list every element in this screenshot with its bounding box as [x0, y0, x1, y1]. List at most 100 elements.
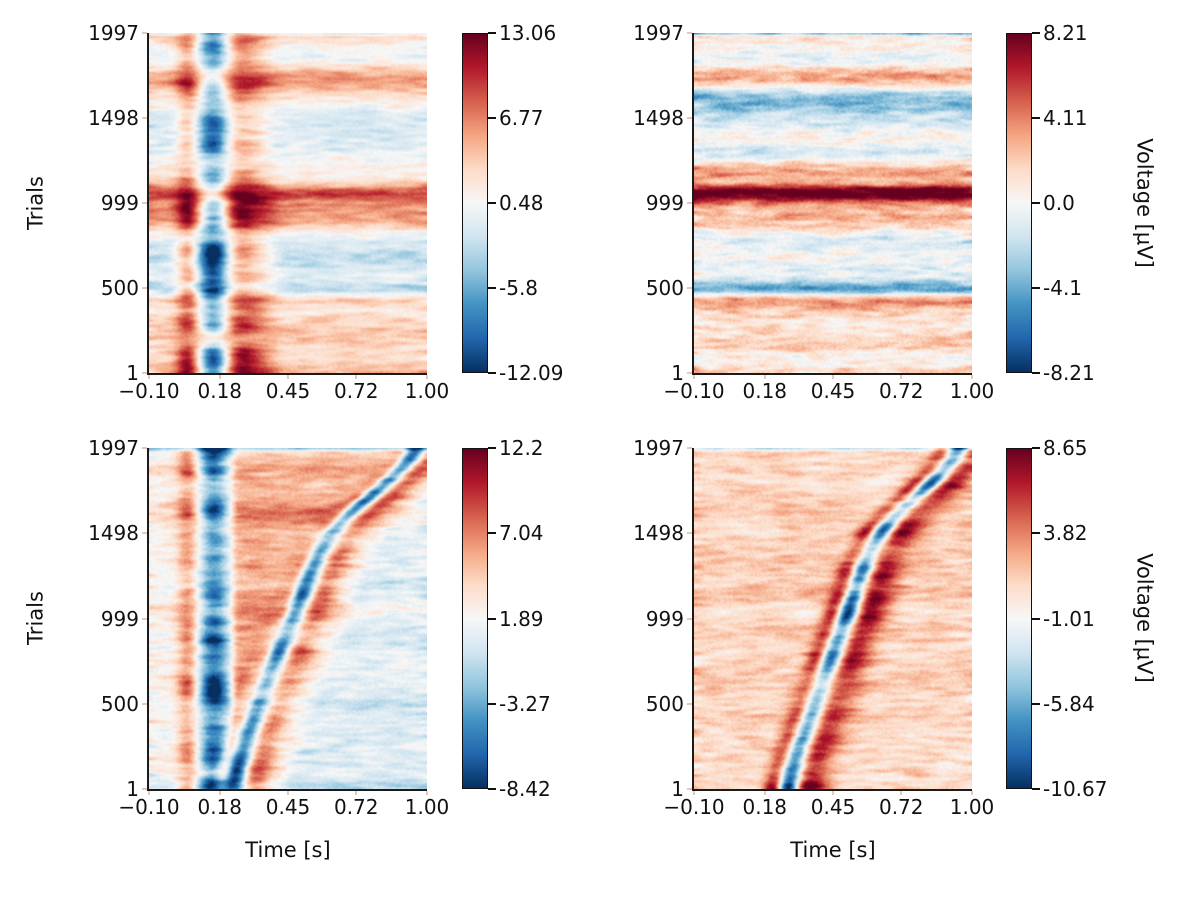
colorbar-tick-label: -12.09	[499, 361, 564, 385]
y-axis-spine	[147, 33, 149, 375]
x-tick-label: 1.00	[404, 795, 450, 819]
y-tick-mark	[142, 702, 147, 705]
colorbar-tick-label: -8.42	[499, 777, 551, 801]
x-tick-label: 1.00	[949, 795, 995, 819]
x-tick-label: 0.18	[742, 795, 788, 819]
colorbar-tick-label: -1.01	[1043, 606, 1095, 631]
heatmap-bottom-left	[149, 448, 427, 789]
colorbar-label-voltage-top: Voltage [µV]	[1132, 138, 1157, 268]
y-tick-mark	[687, 287, 692, 289]
y-tick-label: 1997	[633, 21, 684, 45]
x-tick-label: 1.00	[404, 379, 450, 403]
x-tick-mark	[763, 375, 766, 379]
y-tick-label: 1	[126, 777, 139, 801]
y-tick-mark	[687, 617, 692, 620]
y-tick-mark	[142, 617, 147, 620]
x-tick-label: −0.10	[118, 795, 180, 819]
colorbar-tick-label: 0.0	[1043, 191, 1075, 215]
colorbar-tick-mark	[488, 286, 496, 289]
colorbar-tick-label: 8.65	[1043, 436, 1088, 460]
x-tick-label: 0.18	[197, 795, 243, 819]
x-tick-label: −0.10	[663, 795, 725, 819]
colorbar-tick-label: -5.8	[499, 275, 539, 300]
x-axis-spine	[147, 789, 427, 791]
y-tick-label: 1	[671, 777, 684, 801]
x-tick-mark	[763, 791, 766, 795]
y-tick-label: 1	[671, 361, 684, 385]
colorbar-tick-label: 12.2	[499, 436, 544, 460]
y-tick-label: 500	[645, 691, 684, 716]
colorbar-tick-mark	[488, 202, 496, 205]
y-tick-mark	[142, 532, 147, 535]
x-tick-mark	[355, 791, 358, 795]
colorbar-tick-label: 6.77	[499, 106, 544, 131]
x-tick-mark	[693, 375, 695, 379]
x-tick-label: 0.45	[810, 379, 856, 403]
y-tick-label: 1	[126, 361, 139, 385]
colorbar-label-voltage-bottom: Voltage [µV]	[1132, 553, 1157, 683]
y-tick-label: 500	[100, 276, 139, 300]
y-tick-mark	[687, 32, 692, 34]
y-axis-spine	[692, 33, 694, 375]
colorbar-tick-label: 7.04	[499, 521, 544, 546]
colorbar-bottom-right	[1006, 448, 1032, 789]
heatmap-bottom-right	[694, 448, 972, 789]
y-tick-label: 1498	[633, 106, 684, 130]
colorbar-tick-label: 3.82	[1043, 521, 1088, 546]
y-tick-label: 1997	[633, 436, 684, 460]
colorbar-tick-mark	[1032, 532, 1040, 535]
x-tick-mark	[148, 791, 150, 795]
colorbar-top-left	[462, 33, 488, 373]
y-tick-label: 500	[100, 691, 139, 716]
x-tick-mark	[148, 375, 150, 379]
x-tick-label: 0.72	[878, 379, 924, 403]
x-tick-mark	[971, 791, 973, 795]
colorbar-tick-mark	[488, 532, 496, 535]
y-tick-mark	[142, 202, 147, 204]
colorbar-tick-mark	[1032, 702, 1040, 705]
colorbar-tick-mark	[1032, 286, 1040, 289]
colorbar-tick-mark	[1032, 788, 1040, 790]
colorbar-tick-mark	[1032, 617, 1040, 620]
colorbar-tick-label: 13.06	[499, 21, 557, 45]
y-axis-spine	[692, 448, 694, 791]
colorbar-tick-label: -8.21	[1043, 361, 1095, 385]
y-tick-mark	[142, 788, 147, 790]
colorbar-tick-mark	[1032, 116, 1040, 119]
x-tick-label: 0.18	[197, 379, 243, 403]
y-tick-mark	[687, 202, 692, 204]
colorbar-top-right	[1006, 33, 1032, 373]
y-axis-label-trials-top: Trials	[23, 176, 48, 230]
colorbar-tick-label: -10.67	[1043, 777, 1108, 801]
colorbar-tick-mark	[488, 617, 496, 620]
x-tick-mark	[900, 375, 903, 379]
colorbar-tick-mark	[1032, 372, 1040, 374]
x-tick-mark	[832, 375, 834, 379]
x-tick-label: −0.10	[663, 379, 725, 403]
x-axis-label-time-bottom-right: Time [s]	[790, 838, 876, 862]
x-tick-mark	[971, 375, 973, 379]
y-tick-label: 999	[645, 191, 684, 215]
colorbar-bottom-left	[462, 448, 488, 789]
x-axis-spine	[692, 789, 972, 791]
x-axis-spine	[147, 373, 427, 375]
colorbar-tick-label: -5.84	[1043, 691, 1095, 716]
heatmap-top-left	[149, 33, 427, 373]
x-tick-mark	[900, 791, 903, 795]
colorbar-tick-label: -3.27	[499, 691, 551, 716]
x-tick-mark	[832, 791, 834, 795]
x-tick-mark	[218, 791, 221, 795]
x-tick-mark	[218, 375, 221, 379]
x-tick-label: −0.10	[118, 379, 180, 403]
colorbar-tick-label: 8.21	[1043, 21, 1088, 45]
x-tick-label: 0.45	[265, 379, 311, 403]
y-tick-mark	[142, 117, 147, 119]
colorbar-tick-mark	[488, 372, 496, 374]
colorbar-tick-mark	[488, 788, 496, 790]
x-tick-mark	[426, 375, 428, 379]
x-tick-label: 0.45	[265, 795, 311, 819]
x-axis-spine	[692, 373, 972, 375]
y-tick-mark	[142, 372, 147, 374]
y-tick-mark	[142, 32, 147, 34]
